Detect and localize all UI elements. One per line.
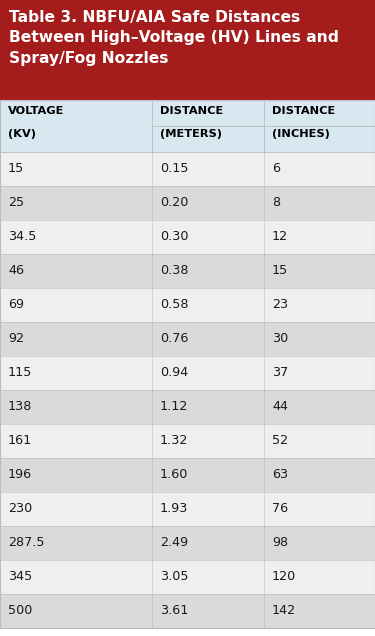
Text: 8: 8: [272, 197, 280, 209]
Text: (KV): (KV): [8, 129, 36, 139]
Text: 3.05: 3.05: [160, 570, 189, 583]
Text: 15: 15: [8, 163, 24, 176]
Text: 196: 196: [8, 469, 32, 481]
FancyBboxPatch shape: [0, 492, 375, 526]
Text: 142: 142: [272, 604, 296, 618]
Text: 287.5: 287.5: [8, 537, 45, 550]
Text: 500: 500: [8, 604, 32, 618]
Text: 230: 230: [8, 502, 32, 516]
FancyBboxPatch shape: [0, 322, 375, 356]
FancyBboxPatch shape: [0, 220, 375, 254]
Text: 0.38: 0.38: [160, 265, 189, 277]
Text: 0.58: 0.58: [160, 298, 189, 312]
Text: 76: 76: [272, 502, 288, 516]
Text: DISTANCE: DISTANCE: [160, 106, 223, 116]
Text: 98: 98: [272, 537, 288, 550]
Text: 0.94: 0.94: [160, 366, 188, 380]
Text: 52: 52: [272, 434, 288, 448]
FancyBboxPatch shape: [0, 424, 375, 458]
Text: 345: 345: [8, 570, 32, 583]
Text: 3.61: 3.61: [160, 604, 188, 618]
FancyBboxPatch shape: [0, 356, 375, 390]
Text: 115: 115: [8, 366, 32, 380]
Text: 12: 12: [272, 230, 288, 244]
Text: 120: 120: [272, 570, 296, 583]
Text: 161: 161: [8, 434, 32, 448]
FancyBboxPatch shape: [0, 152, 375, 186]
Text: (INCHES): (INCHES): [272, 129, 330, 139]
FancyBboxPatch shape: [0, 390, 375, 424]
Text: 0.30: 0.30: [160, 230, 189, 244]
Text: 2.49: 2.49: [160, 537, 188, 550]
Text: 15: 15: [272, 265, 288, 277]
Text: 63: 63: [272, 469, 288, 481]
Text: 0.20: 0.20: [160, 197, 188, 209]
Text: 30: 30: [272, 333, 288, 345]
Text: (METERS): (METERS): [160, 129, 222, 139]
Text: 0.15: 0.15: [160, 163, 189, 176]
Text: 44: 44: [272, 401, 288, 413]
Text: Table 3. NBFU/AIA Safe Distances
Between High–Voltage (HV) Lines and
Spray/Fog N: Table 3. NBFU/AIA Safe Distances Between…: [9, 10, 339, 66]
FancyBboxPatch shape: [0, 186, 375, 220]
Text: DISTANCE: DISTANCE: [272, 106, 335, 116]
Text: VOLTAGE: VOLTAGE: [8, 106, 64, 116]
FancyBboxPatch shape: [0, 100, 375, 152]
Text: 1.93: 1.93: [160, 502, 188, 516]
Text: 138: 138: [8, 401, 32, 413]
FancyBboxPatch shape: [0, 458, 375, 492]
FancyBboxPatch shape: [0, 288, 375, 322]
FancyBboxPatch shape: [0, 526, 375, 560]
FancyBboxPatch shape: [0, 254, 375, 288]
Text: 1.12: 1.12: [160, 401, 188, 413]
Text: 1.60: 1.60: [160, 469, 188, 481]
Text: 6: 6: [272, 163, 280, 176]
Text: 92: 92: [8, 333, 24, 345]
Text: 37: 37: [272, 366, 288, 380]
Text: 25: 25: [8, 197, 24, 209]
Text: 46: 46: [8, 265, 24, 277]
Text: 0.76: 0.76: [160, 333, 188, 345]
FancyBboxPatch shape: [0, 594, 375, 628]
FancyBboxPatch shape: [0, 560, 375, 594]
Text: 69: 69: [8, 298, 24, 312]
Text: 23: 23: [272, 298, 288, 312]
Text: 34.5: 34.5: [8, 230, 36, 244]
FancyBboxPatch shape: [0, 0, 375, 100]
Text: 1.32: 1.32: [160, 434, 188, 448]
